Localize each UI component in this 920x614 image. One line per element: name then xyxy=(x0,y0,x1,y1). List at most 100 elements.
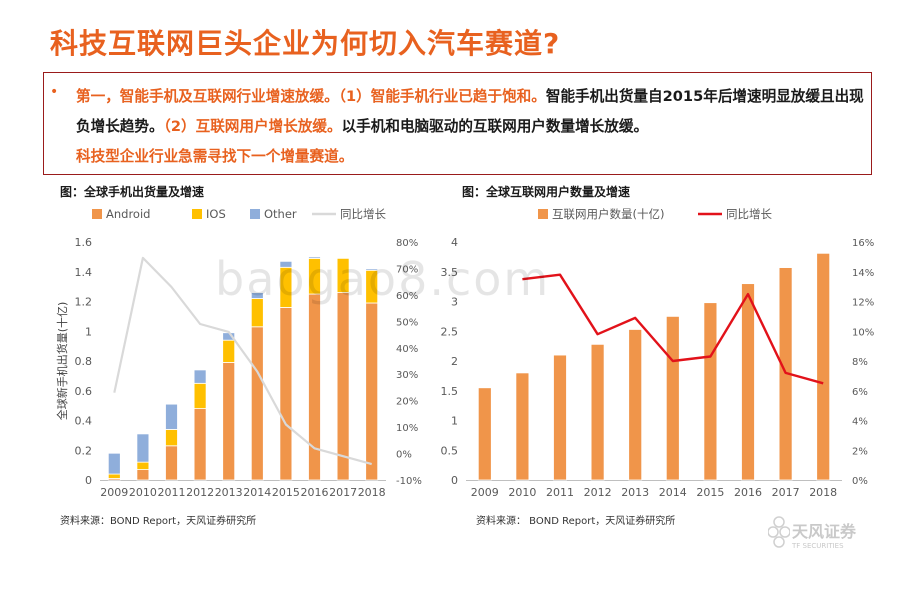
y2-tick-label: 10% xyxy=(396,423,418,434)
y2-tick-label: 50% xyxy=(396,317,418,328)
y2-tick-label: 12% xyxy=(852,298,874,309)
bar-segment xyxy=(816,252,831,481)
summary-part1: 第一，智能手机及互联网行业增速放缓。（1）智能手机行业已趋于饱和。 xyxy=(76,88,546,105)
x-tick-label: 2011 xyxy=(546,486,574,499)
y-tick-label: 3.5 xyxy=(441,266,459,279)
legend-swatch xyxy=(538,209,548,219)
bar-segment xyxy=(365,268,379,271)
bar-segment xyxy=(250,292,264,299)
bar-segment xyxy=(703,302,718,481)
bar-segment xyxy=(107,452,121,475)
y-tick-label: 3 xyxy=(451,296,458,309)
y-tick-label: 1.2 xyxy=(75,296,93,309)
legend-swatch xyxy=(92,209,102,219)
bar-segment xyxy=(665,315,680,481)
legend-swatch xyxy=(192,209,202,219)
bar-segment xyxy=(477,387,492,481)
y-tick-label: 1.5 xyxy=(441,385,459,398)
logo: 天风证券 TF SECURITIES xyxy=(768,512,868,562)
y-tick-label: 1.6 xyxy=(75,236,93,249)
y2-tick-label: 70% xyxy=(396,264,418,275)
x-tick-label: 2012 xyxy=(584,486,612,499)
x-tick-label: 2014 xyxy=(659,486,687,499)
bar-segment xyxy=(590,343,605,481)
summary-part4: 以手机和电脑驱动的互联网用户数量增长放缓。 xyxy=(341,118,649,135)
y-tick-label: 0.5 xyxy=(441,444,459,457)
y-tick-label: 1 xyxy=(85,325,92,338)
y2-tick-label: -10% xyxy=(396,476,422,487)
x-tick-label: 2016 xyxy=(734,486,762,499)
x-tick-label: 2013 xyxy=(621,486,649,499)
bar-segment xyxy=(628,329,643,481)
summary-text: 第一，智能手机及互联网行业增速放缓。（1）智能手机行业已趋于饱和。智能手机出货量… xyxy=(76,82,872,172)
legend-swatch xyxy=(250,209,260,219)
x-tick-label: 2012 xyxy=(186,486,214,499)
bar-segment xyxy=(515,372,530,481)
bar-segment xyxy=(308,256,321,259)
flower-icon xyxy=(768,516,790,548)
y-tick-label: 0.4 xyxy=(75,415,93,428)
y2-tick-label: 16% xyxy=(852,238,874,249)
y2-tick-label: 60% xyxy=(396,291,418,302)
y2-tick-label: 6% xyxy=(852,387,868,398)
y-tick-label: 2.5 xyxy=(441,325,459,338)
y2-tick-label: 40% xyxy=(396,344,418,355)
y-tick-label: 1.4 xyxy=(75,266,93,279)
summary-part3: （2）互联网用户增长放缓。 xyxy=(163,118,342,135)
y2-tick-label: 80% xyxy=(396,238,418,249)
legend-label: 互联网用户数量(十亿) xyxy=(552,207,664,221)
growth-line xyxy=(522,273,824,385)
chart-left-source: 资料来源：BOND Report，天风证券研究所 xyxy=(60,516,257,527)
x-tick-label: 2011 xyxy=(158,486,186,499)
bar-segment xyxy=(741,283,755,481)
x-tick-label: 2017 xyxy=(772,486,800,499)
y-tick-label: 1 xyxy=(451,415,458,428)
y2-tick-label: 8% xyxy=(852,357,868,368)
y2-tick-label: 0% xyxy=(852,476,868,487)
x-tick-label: 2015 xyxy=(696,486,724,499)
x-tick-label: 2018 xyxy=(358,486,386,499)
bar-segment xyxy=(193,369,207,384)
chart-right-source: 资料来源： BOND Report，天风证券研究所 xyxy=(476,516,676,527)
y-axis-title: 全球新手机出货量(十亿) xyxy=(55,302,69,421)
page-title: 科技互联网巨头企业为何切入汽车赛道? xyxy=(50,27,561,60)
y-tick-label: 0.2 xyxy=(75,444,93,457)
x-tick-label: 2010 xyxy=(508,486,536,499)
y2-tick-label: 20% xyxy=(396,397,418,408)
bar-segment xyxy=(136,433,150,463)
watermark: baogao8.com xyxy=(215,252,551,306)
y-tick-label: 2 xyxy=(451,355,458,368)
legend-label: IOS xyxy=(206,207,226,221)
y-tick-label: 0 xyxy=(451,474,458,487)
growth-line xyxy=(113,256,372,466)
y2-tick-label: 14% xyxy=(852,268,874,279)
y-tick-label: 0 xyxy=(85,474,92,487)
logo-main-text: 天风证券 xyxy=(792,522,857,541)
x-tick-label: 2014 xyxy=(243,486,271,499)
legend-label: Android xyxy=(106,207,150,221)
x-tick-label: 2016 xyxy=(301,486,329,499)
summary-part2: 智能手机出货量自2015年后增速明显放缓且出现负增长趋势。 xyxy=(76,88,864,135)
y2-tick-label: 30% xyxy=(396,370,418,381)
chart-left-title: 图：全球手机出货量及增速 xyxy=(60,185,205,199)
y-tick-label: 4 xyxy=(451,236,458,249)
bar-segment xyxy=(279,260,293,268)
bullet-marker: • xyxy=(50,84,59,100)
x-tick-label: 2009 xyxy=(471,486,499,499)
summary-part5: 科技型企业行业急需寻找下一个增量赛道。 xyxy=(76,148,354,165)
legend-label: 同比增长 xyxy=(726,207,772,221)
y2-tick-label: 4% xyxy=(852,417,868,428)
chart-right-title: 图：全球互联网用户数量及增速 xyxy=(462,185,631,199)
y-tick-label: 0.8 xyxy=(75,355,93,368)
x-tick-label: 2015 xyxy=(272,486,300,499)
x-tick-label: 2018 xyxy=(809,486,837,499)
y2-tick-label: 2% xyxy=(852,446,868,457)
x-tick-label: 2009 xyxy=(100,486,128,499)
bar-segment xyxy=(553,354,567,481)
bar-segment xyxy=(165,403,178,430)
logo-sub-text: TF SECURITIES xyxy=(792,542,844,550)
x-tick-label: 2017 xyxy=(329,486,357,499)
summary-box xyxy=(43,72,872,175)
